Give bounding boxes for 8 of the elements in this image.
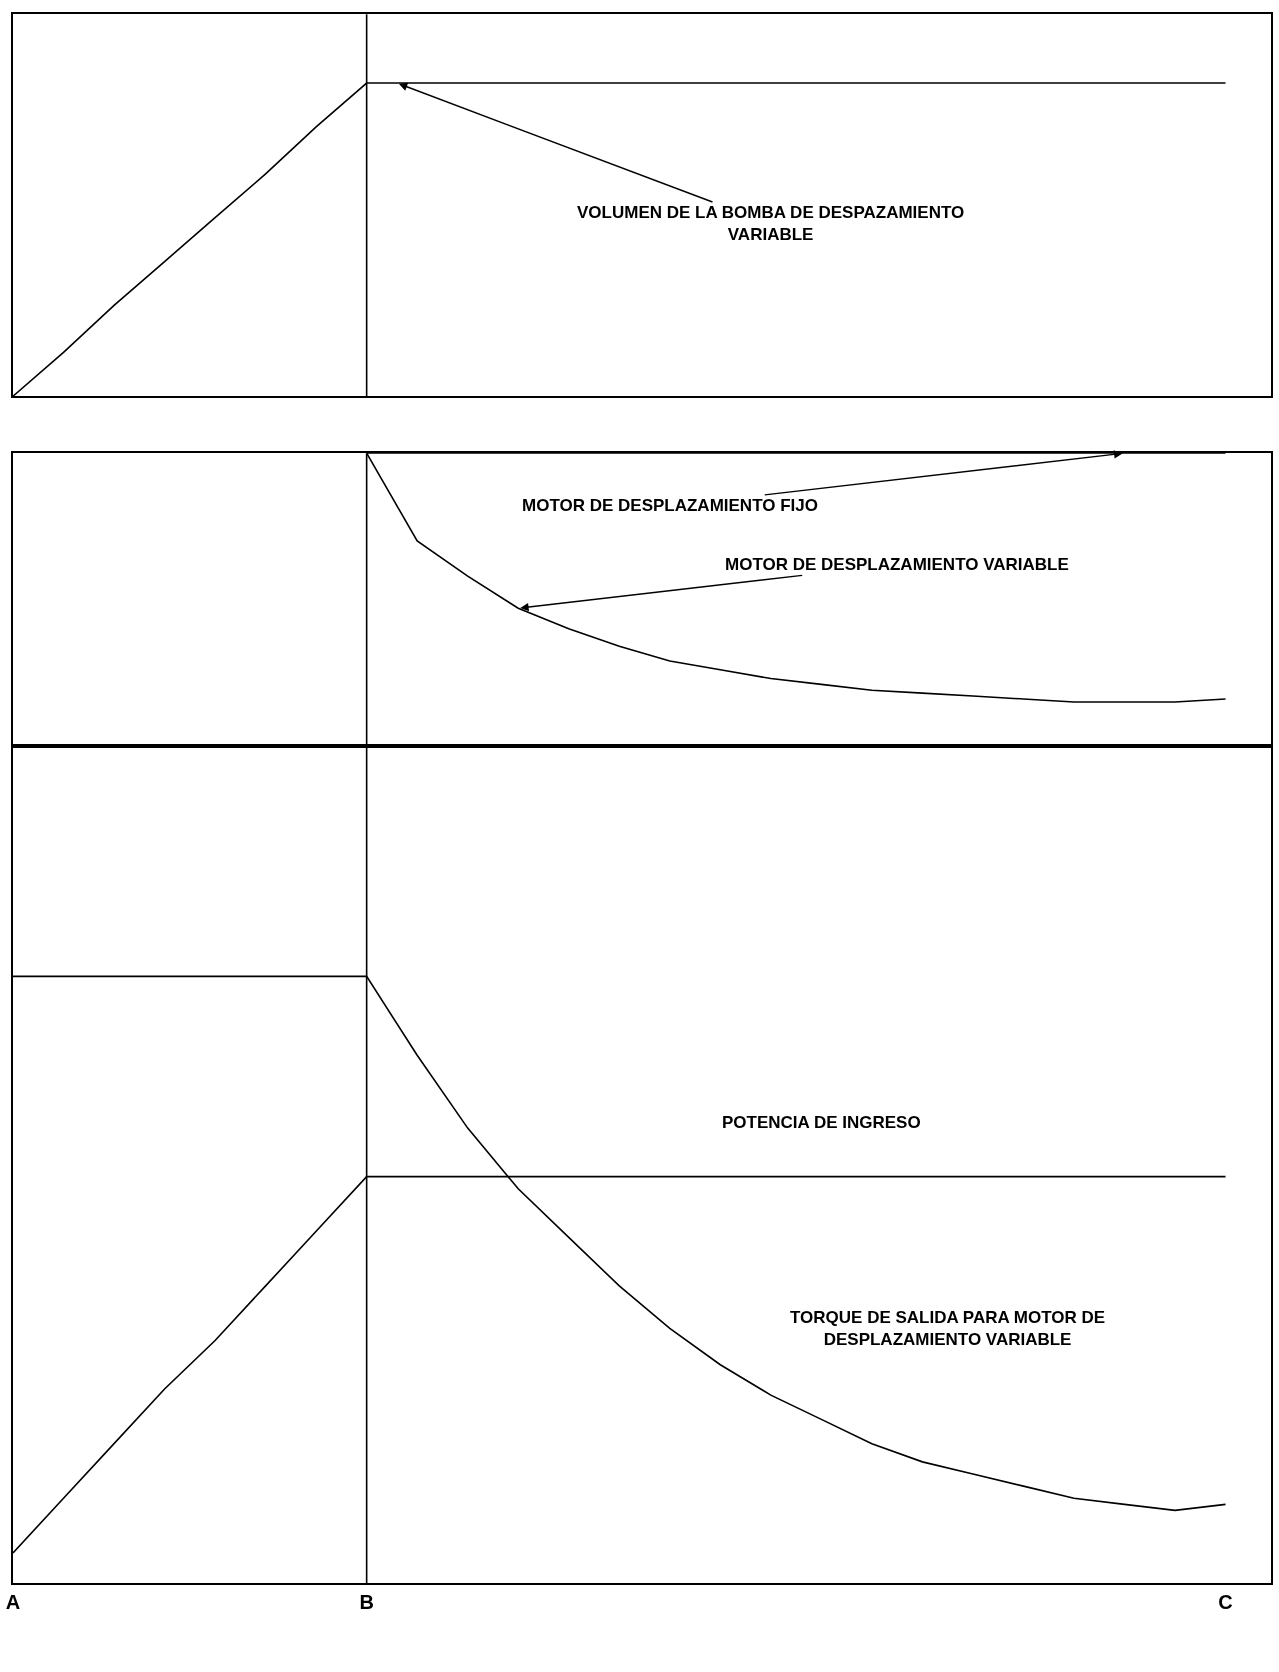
text: MOTOR DE DESPLAZAMIENTO VARIABLE <box>725 555 1069 574</box>
x-tick-label: C <box>1218 1591 1233 1614</box>
x-tick-label: A <box>5 1591 21 1614</box>
text: POTENCIA DE INGRESO <box>722 1113 921 1132</box>
text: VOLUMEN DE LA BOMBA DE DESPAZAMIENTO VARIABLE <box>577 203 965 245</box>
text: MOTOR DE DESPLAZAMIENTO FIJO <box>522 496 818 515</box>
text: TORQUE DE SALIDA PARA MOTOR DE DESPLAZAMIENTO VARIABLE <box>790 1308 1106 1350</box>
x-tick-label: B <box>359 1591 374 1614</box>
